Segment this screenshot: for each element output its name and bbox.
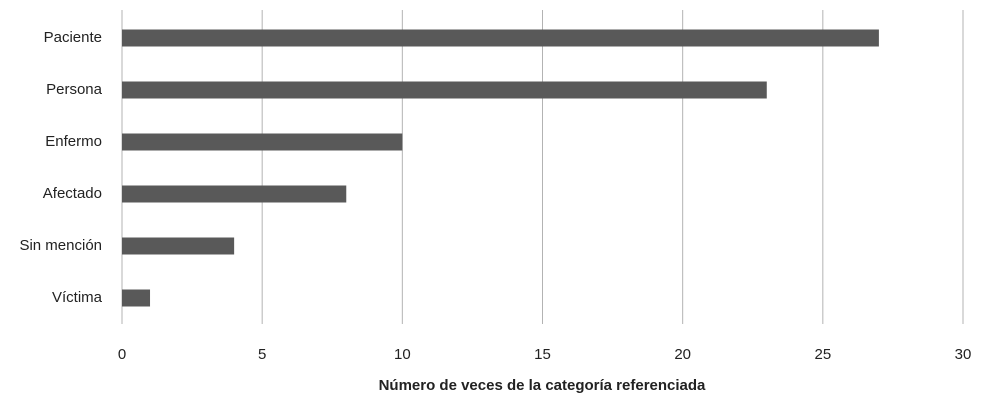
bar: [122, 81, 767, 99]
x-tick-label: 0: [118, 346, 126, 363]
y-tick-label: Paciente: [44, 29, 102, 46]
y-tick-label: Afectado: [43, 185, 102, 202]
x-axis-title: Número de veces de la categoría referenc…: [379, 377, 706, 394]
x-tick-label: 25: [814, 346, 831, 363]
bar: [122, 185, 347, 203]
x-tick-label: 5: [258, 346, 266, 363]
y-tick-label: Sin mención: [19, 237, 102, 254]
x-tick-label: 20: [674, 346, 691, 363]
y-tick-label: Enfermo: [45, 133, 102, 150]
x-tick-label: 30: [955, 346, 972, 363]
bar: [122, 29, 879, 47]
bar: [122, 133, 403, 151]
y-tick-label: Persona: [46, 81, 103, 98]
x-tick-label: 10: [394, 346, 411, 363]
bar: [122, 237, 235, 255]
bar: [122, 289, 151, 307]
y-tick-label: Víctima: [52, 289, 103, 306]
x-tick-label: 15: [534, 346, 551, 363]
